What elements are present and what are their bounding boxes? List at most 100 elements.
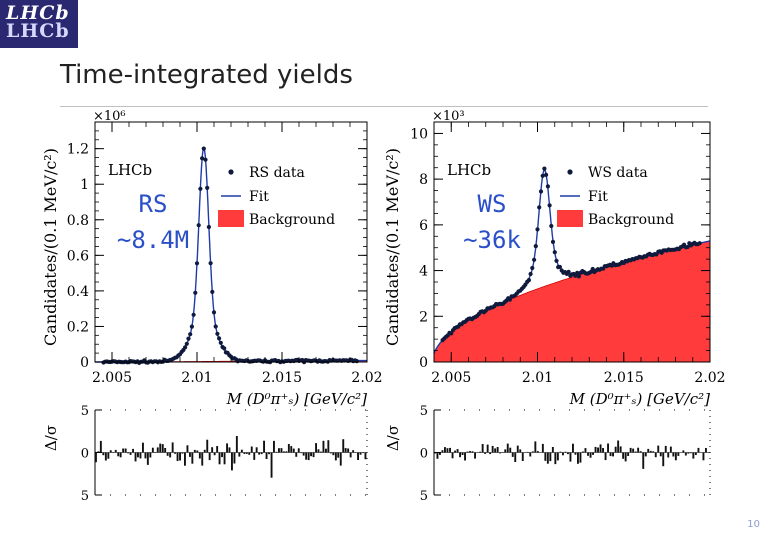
pull-bar <box>315 443 317 453</box>
pull-bar <box>652 451 655 453</box>
pull-bar <box>181 452 184 454</box>
pull-bar <box>364 452 367 460</box>
pull-bar <box>506 443 509 453</box>
data-point <box>186 336 191 341</box>
pull-bar <box>479 451 482 453</box>
pull-bar <box>567 452 569 455</box>
pull-bar <box>228 447 231 453</box>
pull-bar <box>295 452 298 457</box>
x-axis-label: M (D⁰π⁺ₛ) [GeV/c²] <box>569 390 710 408</box>
pull-bar <box>339 452 342 466</box>
pull-bar <box>577 452 579 464</box>
data-point <box>507 297 512 302</box>
pull-bar <box>597 447 599 453</box>
pull-bar <box>213 452 216 456</box>
pull-bar <box>632 448 635 453</box>
background-area <box>433 240 711 363</box>
pull-bar <box>511 452 514 457</box>
data-point <box>193 290 198 295</box>
pull-bar <box>270 452 273 478</box>
pull-bar <box>161 444 164 453</box>
pull-bar <box>176 452 179 461</box>
pull-bar <box>275 451 278 453</box>
pull-bar <box>667 452 670 458</box>
pull-bar <box>617 440 620 453</box>
pull-bar <box>305 452 308 460</box>
pull-bar <box>604 452 607 461</box>
pull-bar <box>584 448 587 453</box>
pull-bar <box>627 452 630 456</box>
pull-bar <box>164 448 167 453</box>
data-point <box>354 359 359 364</box>
pull-bar <box>255 447 258 453</box>
pull-bar <box>218 452 221 465</box>
legend-data-marker <box>228 169 234 175</box>
pull-bar <box>95 452 97 463</box>
pull-bar <box>146 452 149 465</box>
experiment-label: LHCb <box>447 161 491 179</box>
x-tick-label: 2.02 <box>694 370 725 386</box>
experiment-label: LHCb <box>108 161 152 179</box>
pull-bar <box>342 439 345 453</box>
pull-bar <box>534 441 537 453</box>
pull-bar <box>253 452 256 460</box>
data-point <box>547 203 552 208</box>
data-point <box>210 289 215 294</box>
data-point <box>575 270 580 275</box>
pull-bar <box>332 452 335 456</box>
data-point <box>206 224 211 230</box>
legend-fit-label: Fit <box>249 189 269 205</box>
pull-bar <box>459 452 461 458</box>
pull-bar <box>193 449 196 453</box>
pull-bar <box>174 452 176 454</box>
pull-bar <box>159 443 162 453</box>
pull-bar <box>201 452 204 466</box>
pull-bar <box>104 452 107 461</box>
data-point <box>196 223 201 228</box>
pull-bar <box>211 447 214 453</box>
data-point <box>554 258 559 263</box>
data-point <box>203 157 208 162</box>
data-point <box>215 331 220 336</box>
data-point <box>189 324 194 329</box>
pull-bar <box>243 452 246 454</box>
pull-bar <box>559 451 562 453</box>
pull-bar <box>469 451 471 453</box>
data-point <box>544 172 549 177</box>
data-point <box>538 189 544 194</box>
data-point <box>217 336 222 341</box>
pull-bar <box>682 450 685 453</box>
x-tick-label: 2.005 <box>92 370 132 386</box>
logo-text-mirror: LHCb <box>6 20 70 42</box>
pull-bar <box>112 452 115 453</box>
y-tick-label: 0.8 <box>67 213 89 229</box>
pull-bar <box>622 452 625 459</box>
pull-bar <box>654 452 657 458</box>
yield-annotation: ~36k <box>463 226 521 254</box>
pull-bar <box>258 452 261 455</box>
pull-bar <box>464 452 466 461</box>
legend-data-marker <box>567 169 573 175</box>
data-point <box>533 244 538 249</box>
data-point <box>222 346 227 351</box>
pull-bar <box>263 440 265 453</box>
y-tick-label: 2 <box>419 309 428 325</box>
pull-bar <box>166 452 169 456</box>
pull-bar <box>614 446 617 453</box>
pull-bar <box>486 444 489 453</box>
pull-bar <box>554 452 557 465</box>
x-tick-label: 2.015 <box>262 370 302 386</box>
pull-bar <box>265 452 268 459</box>
y-tick-label: 0 <box>80 355 89 371</box>
pull-y-tick-label: 5 <box>81 489 89 504</box>
data-point <box>188 332 193 337</box>
pull-bar <box>142 442 144 453</box>
pull-bar <box>97 451 100 453</box>
pull-bar <box>102 452 105 456</box>
pull-bar <box>189 452 191 457</box>
pull-bar <box>171 442 174 453</box>
pull-bar <box>206 439 209 453</box>
pull-bar <box>456 449 459 453</box>
pull-bar <box>674 452 677 461</box>
pull-bar <box>347 448 350 453</box>
